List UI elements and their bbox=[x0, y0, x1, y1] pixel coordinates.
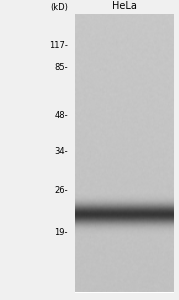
Text: 19-: 19- bbox=[55, 228, 68, 237]
Text: 48-: 48- bbox=[54, 111, 68, 120]
Text: 26-: 26- bbox=[54, 186, 68, 195]
Text: (kD): (kD) bbox=[50, 3, 68, 12]
Text: 85-: 85- bbox=[54, 63, 68, 72]
Text: 117-: 117- bbox=[49, 41, 68, 50]
Text: 34-: 34- bbox=[54, 147, 68, 156]
Text: HeLa: HeLa bbox=[112, 1, 137, 11]
